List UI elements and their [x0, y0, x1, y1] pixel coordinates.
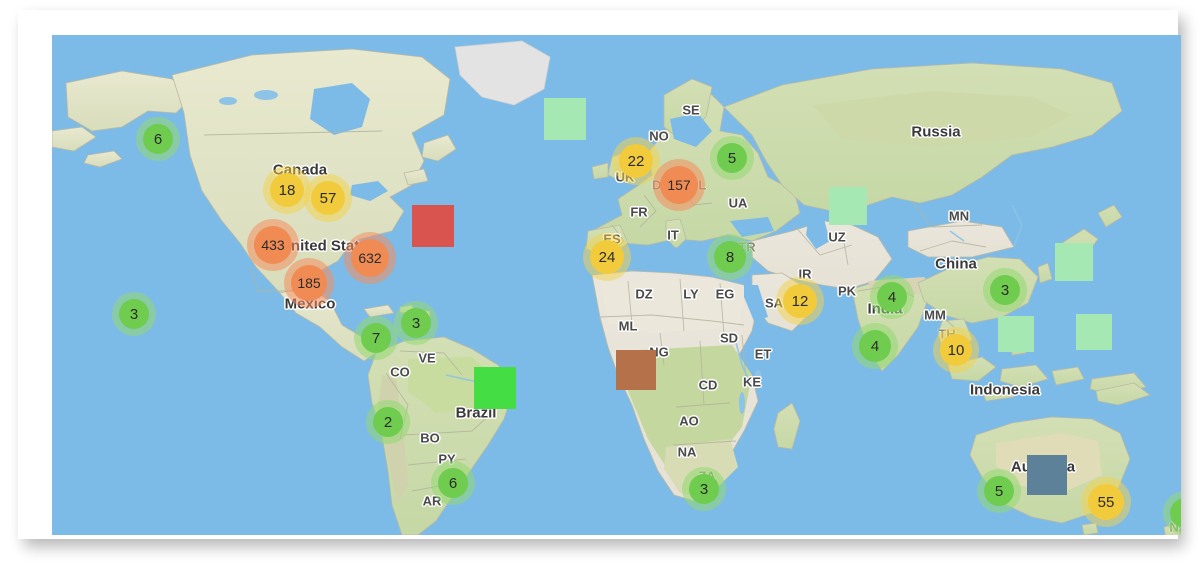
square-marker-west-africa[interactable] [616, 350, 656, 390]
cluster-count: 2 [373, 407, 403, 437]
cluster-marker[interactable]: 3 [112, 292, 156, 336]
cluster-marker[interactable]: 8 [707, 234, 753, 280]
cluster-count: 3 [401, 308, 431, 338]
cluster-marker[interactable]: 157 [653, 159, 705, 211]
cluster-marker[interactable]: 5 [977, 469, 1021, 513]
cluster-marker[interactable]: 6 [136, 117, 180, 161]
cluster-count: 7 [1170, 498, 1181, 528]
square-marker-brazil[interactable] [474, 367, 516, 409]
cluster-marker[interactable]: 433 [247, 219, 299, 271]
square-marker-central-asia[interactable] [829, 187, 867, 225]
square-marker-north-atlantic[interactable] [412, 205, 454, 247]
cluster-marker[interactable]: 10 [933, 327, 979, 373]
cluster-count: 6 [143, 124, 173, 154]
cluster-count: 6 [438, 468, 468, 498]
cluster-marker[interactable]: 2 [366, 400, 410, 444]
cluster-marker[interactable]: 4 [852, 323, 898, 369]
cluster-marker[interactable]: 22 [612, 137, 660, 185]
map-viewport[interactable]: CanadaUnited StatesMexicoBrazilRussiaChi… [52, 35, 1181, 535]
cluster-count: 24 [590, 240, 624, 274]
cluster-count: 5 [717, 143, 747, 173]
cluster-marker[interactable]: 55 [1081, 477, 1131, 527]
square-marker-japan[interactable] [1055, 243, 1093, 281]
cluster-count: 3 [990, 275, 1020, 305]
cluster-marker[interactable]: 3 [983, 268, 1027, 312]
square-marker-greenland[interactable] [544, 98, 586, 140]
cluster-count: 4 [859, 330, 891, 362]
cluster-count: 433 [254, 226, 292, 264]
cluster-marker[interactable]: 12 [776, 277, 824, 325]
cluster-marker[interactable]: 57 [304, 174, 352, 222]
cluster-marker[interactable]: 3 [394, 301, 438, 345]
cluster-marker[interactable]: 185 [284, 258, 334, 308]
cluster-count: 57 [311, 181, 345, 215]
cluster-count: 3 [119, 299, 149, 329]
cluster-marker[interactable]: 5 [710, 136, 754, 180]
cluster-count: 12 [783, 284, 817, 318]
cluster-marker[interactable]: 7 [1163, 491, 1181, 535]
cluster-count: 55 [1088, 484, 1124, 520]
cluster-count: 8 [714, 241, 746, 273]
cluster-count: 3 [689, 474, 719, 504]
cluster-marker[interactable]: 24 [583, 233, 631, 281]
cluster-count: 4 [877, 282, 907, 312]
cluster-count: 10 [940, 334, 972, 366]
cluster-count: 185 [291, 265, 327, 301]
cluster-marker[interactable]: 632 [344, 232, 396, 284]
square-marker-australia[interactable] [1027, 455, 1067, 495]
cluster-marker[interactable]: 3 [682, 467, 726, 511]
cluster-count: 632 [351, 239, 389, 277]
cluster-count: 7 [361, 323, 391, 353]
cluster-count: 5 [984, 476, 1014, 506]
cluster-count: 157 [660, 166, 698, 204]
cluster-marker[interactable]: 4 [870, 275, 914, 319]
cluster-marker[interactable]: 6 [431, 461, 475, 505]
map-card-frame: CanadaUnited StatesMexicoBrazilRussiaChi… [18, 10, 1181, 539]
cluster-marker[interactable]: 7 [354, 316, 398, 360]
cluster-count: 22 [619, 144, 653, 178]
square-marker-micronesia[interactable] [1076, 314, 1112, 350]
square-marker-philippines[interactable] [998, 316, 1034, 352]
cluster-count: 18 [270, 173, 304, 207]
cluster-marker[interactable]: 18 [263, 166, 311, 214]
